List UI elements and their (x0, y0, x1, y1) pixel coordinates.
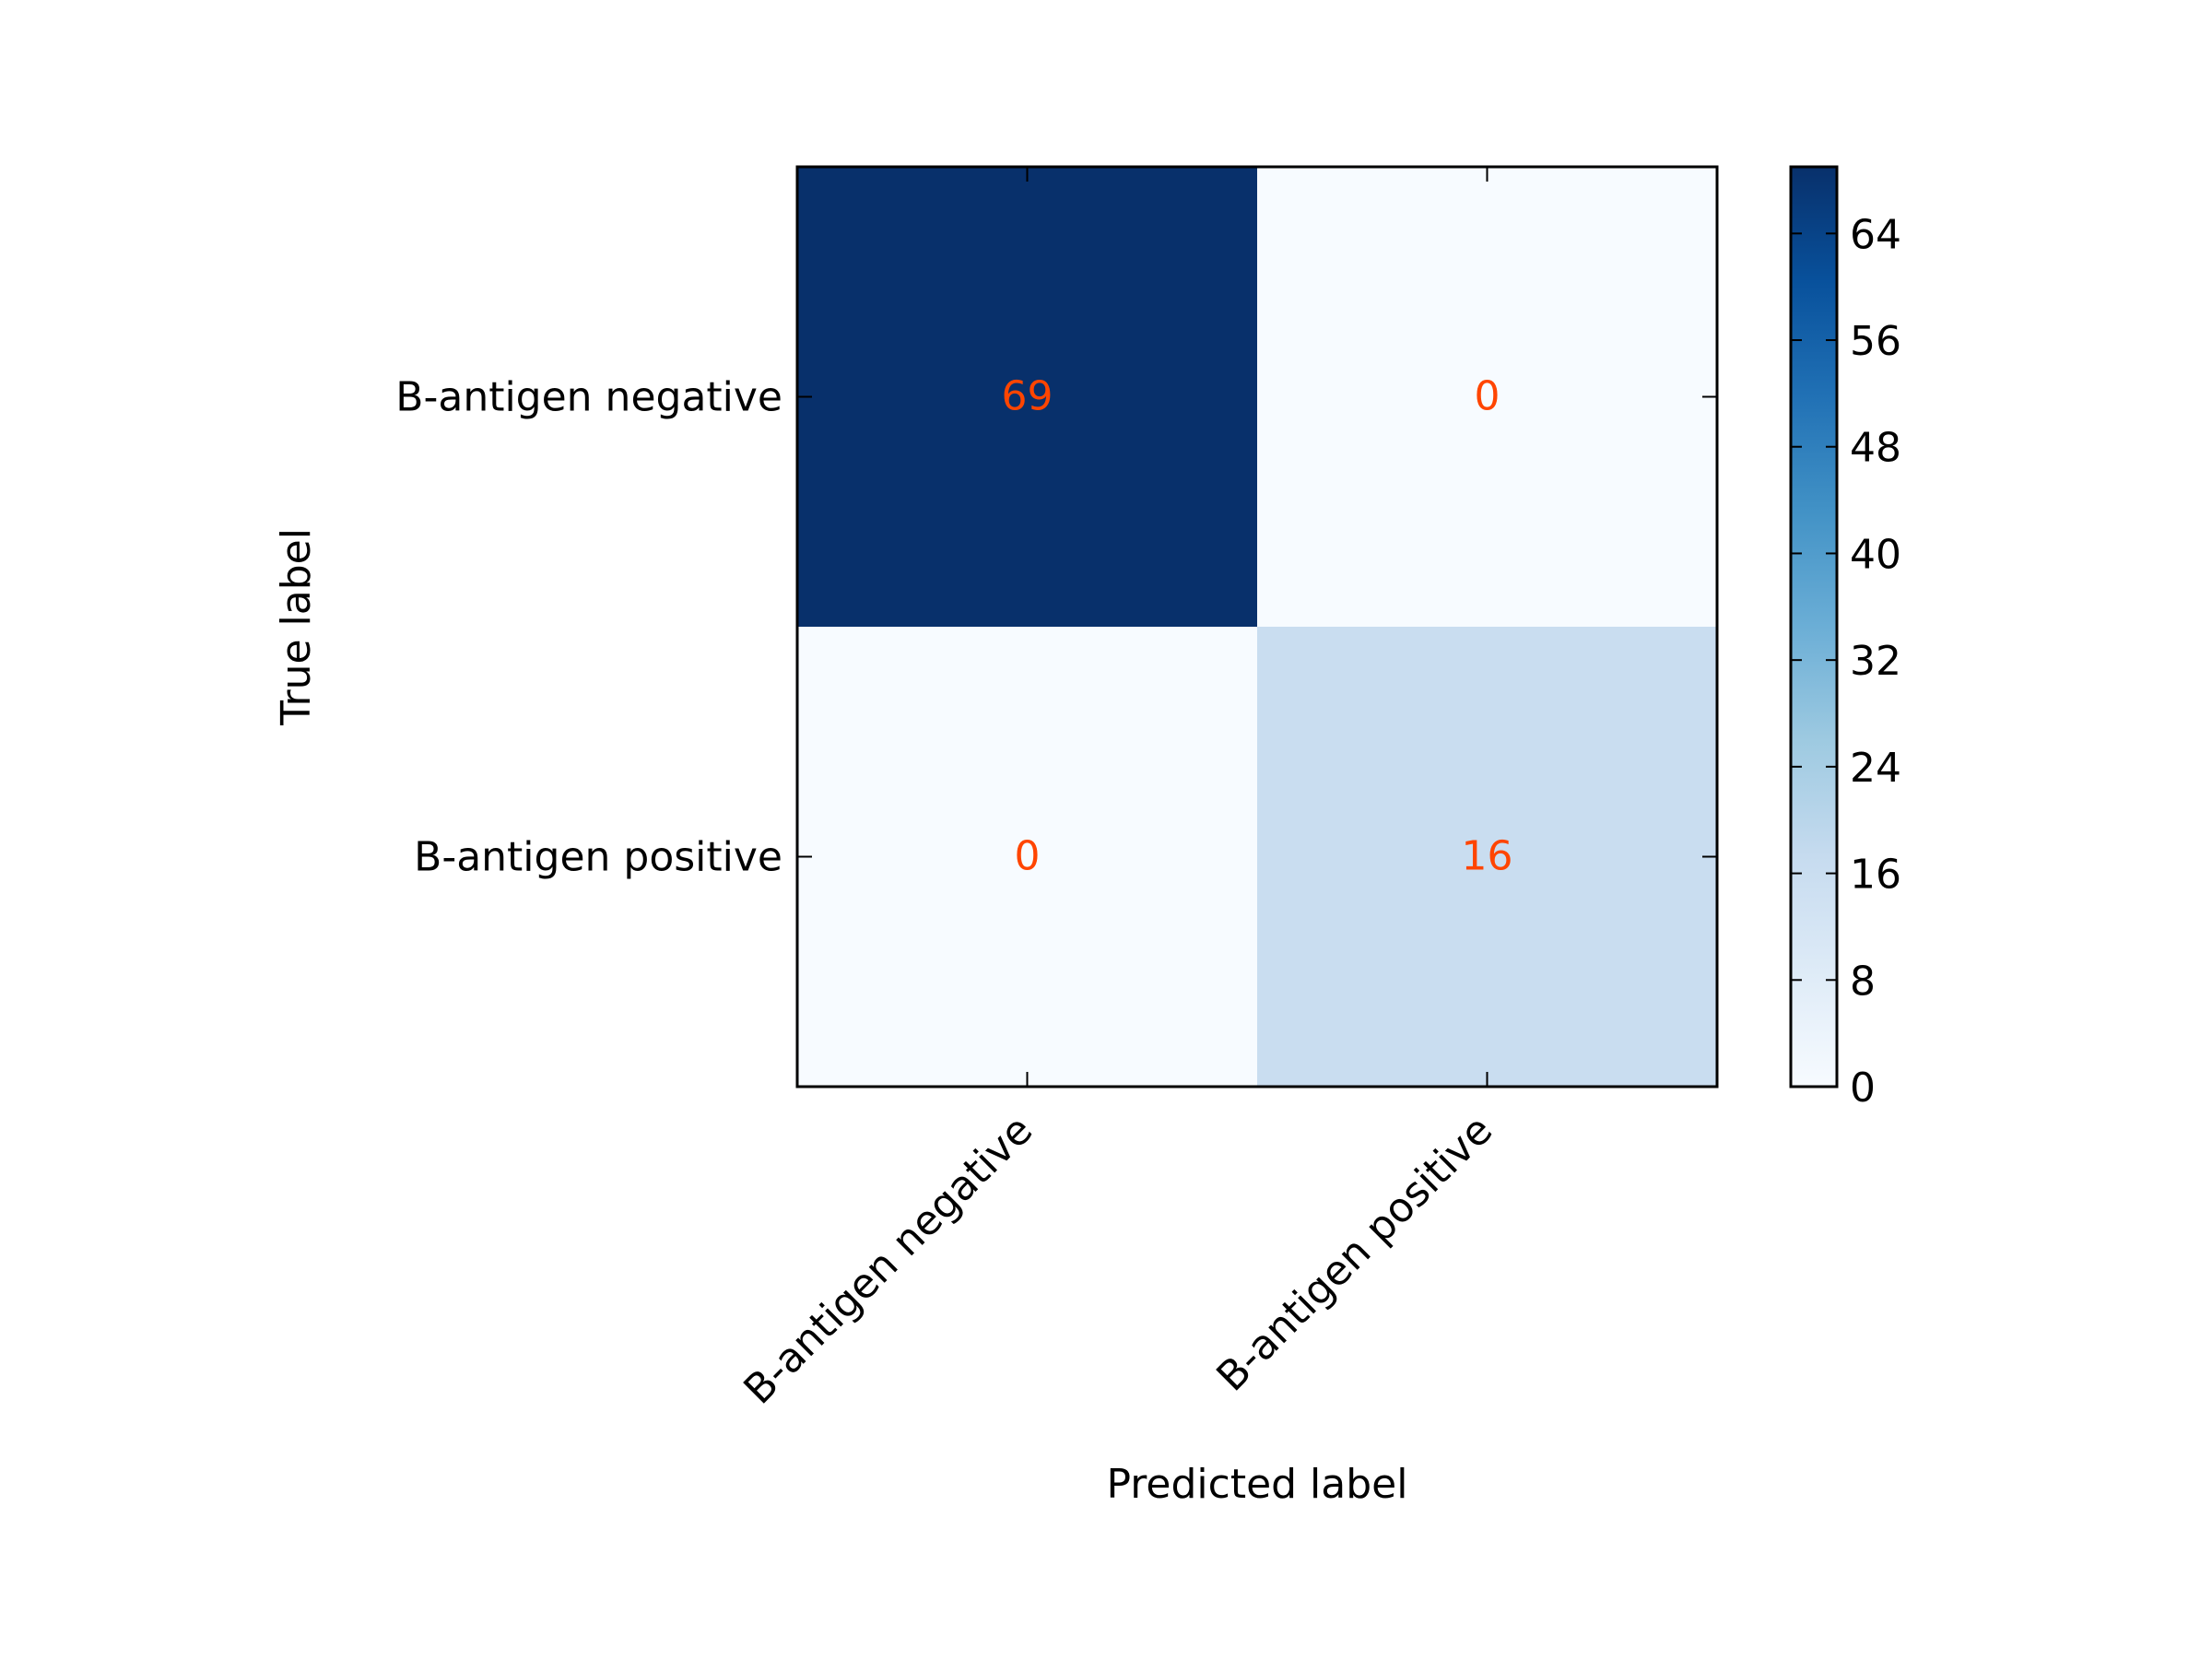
y-axis-label: True label (273, 528, 320, 726)
y-tick-label: B-antigen negative (395, 374, 782, 421)
plot-frame (795, 165, 1719, 1088)
colorbar-tick-label: 56 (1850, 318, 1901, 365)
x-tick-label: B-antigen negative (735, 1107, 1041, 1414)
colorbar-ticks: 0 8 16 24 32 40 48 56 64 (1791, 211, 1901, 1112)
matrix-cell (797, 167, 1258, 628)
colorbar-tick-label: 16 (1850, 852, 1901, 899)
y-tick-labels: B-antigen negative B-antigen positive (395, 374, 782, 881)
colorbar-tick-label: 40 (1850, 531, 1901, 578)
y-tick-label: B-antigen positive (414, 834, 782, 881)
x-tick-labels: B-antigen negative B-antigen positive (735, 1107, 1501, 1414)
annotations-layer: 69 0 0 16 (1002, 373, 1513, 880)
colorbar-tick-label: 48 (1850, 425, 1901, 472)
ticks-layer (797, 167, 1717, 1087)
x-tick-label: B-antigen positive (1207, 1107, 1501, 1401)
colorbar (1791, 167, 1837, 1087)
cell-value-label: 69 (1002, 373, 1053, 420)
colorbar-tick-label: 0 (1850, 1065, 1876, 1112)
colorbar-tick-label: 32 (1850, 638, 1901, 685)
colorbar-tick-label: 8 (1850, 958, 1876, 1005)
colorbar-frame (1789, 165, 1839, 1088)
colorbar-tick-label: 64 (1850, 211, 1901, 258)
matrix-cell (1257, 627, 1718, 1088)
colorbar-tick-label: 24 (1850, 745, 1901, 792)
matrix-cell (797, 627, 1258, 1088)
x-axis-label: Predicted label (1107, 1461, 1408, 1508)
cell-value-label: 0 (1015, 833, 1041, 880)
cell-value-label: 16 (1462, 833, 1513, 880)
cells-layer (797, 167, 1718, 1088)
matrix-cell (1257, 167, 1718, 628)
cell-value-label: 0 (1475, 373, 1500, 420)
